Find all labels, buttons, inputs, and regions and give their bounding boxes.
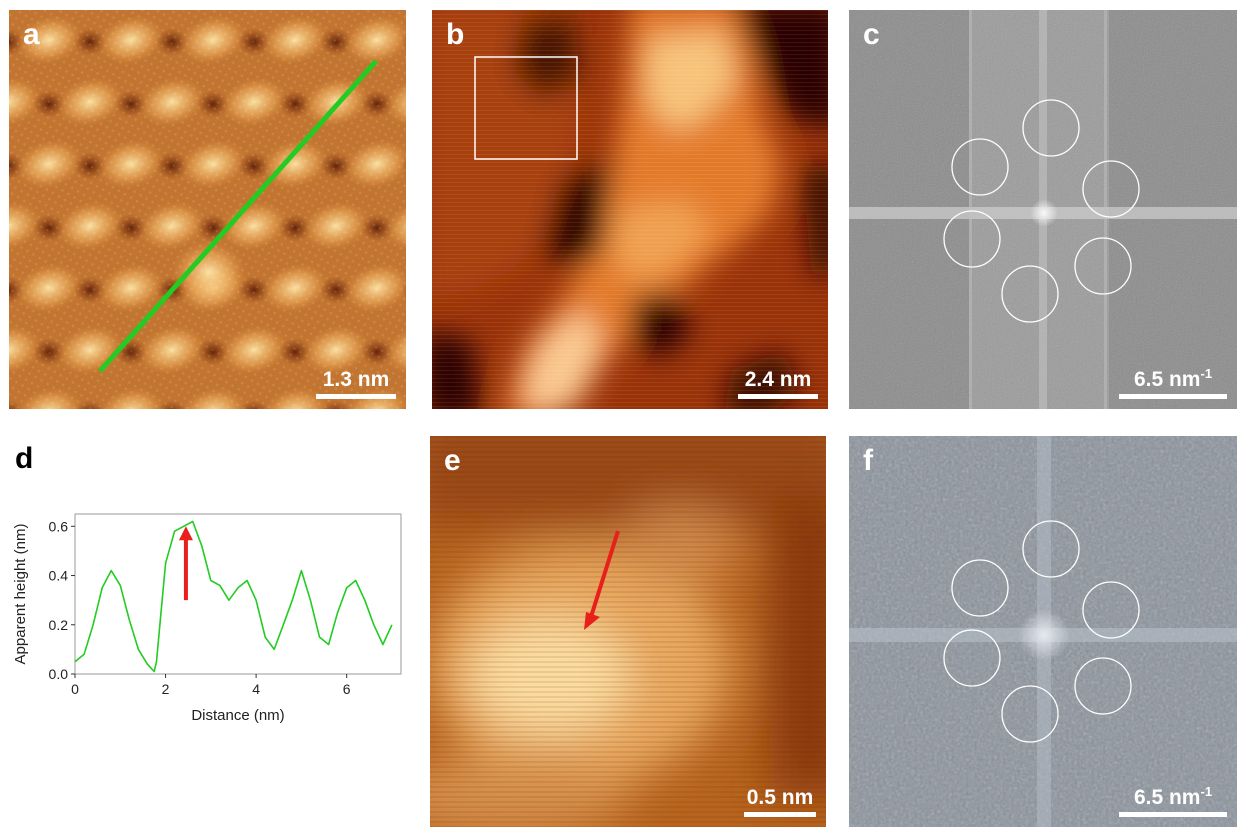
fft-image-c bbox=[849, 10, 1237, 409]
y-tick-label: 0.0 bbox=[49, 666, 69, 682]
scale-bar-line-c bbox=[1119, 394, 1227, 399]
y-tick-label: 0.6 bbox=[49, 518, 69, 534]
plot-frame bbox=[74, 513, 402, 675]
panel-e-stm-image: e 0.5 nm bbox=[430, 436, 826, 827]
panel-b-stm-image: b 2.4 nm bbox=[432, 10, 828, 409]
panel-d-line-profile-chart: d 0 2 4 6 0.0 0.2 0.4 0.6 Distance (nm) Apparent … bbox=[9, 440, 409, 740]
peak-arrow-head bbox=[178, 526, 193, 541]
x-tick-label: 2 bbox=[162, 681, 170, 697]
zoom-region-box bbox=[474, 56, 578, 160]
x-tick-label: 4 bbox=[252, 681, 260, 697]
scale-text-b: 2.4 nm bbox=[744, 368, 812, 391]
panel-label-f: f bbox=[863, 444, 873, 477]
scale-text-e: 0.5 nm bbox=[746, 786, 814, 809]
scale-bar-c: 6.5 nm-1 bbox=[1119, 367, 1227, 399]
arrow-head-e bbox=[584, 612, 600, 630]
line-profile-chart: 0 2 4 6 0.0 0.2 0.4 0.6 Distance (nm) Apparent he… bbox=[12, 513, 402, 724]
y-axis-label: Apparent height (nm) bbox=[12, 524, 29, 665]
panel-label-d: d bbox=[15, 442, 34, 475]
scale-bar-line-e bbox=[744, 812, 816, 817]
scale-bar-e: 0.5 nm bbox=[744, 787, 816, 817]
panel-f-fft-image: f 6.5 nm-1 bbox=[849, 436, 1237, 827]
x-axis-label: Distance (nm) bbox=[191, 707, 284, 724]
x-tick-label: 6 bbox=[343, 681, 351, 697]
y-tick-label: 0.2 bbox=[49, 617, 69, 633]
scale-bar-a: 1.3 nm bbox=[316, 369, 396, 399]
scale-bar-line-a bbox=[316, 394, 396, 399]
stm-image-a bbox=[9, 10, 406, 409]
stm-image-e bbox=[430, 436, 826, 827]
scale-text-c: 6.5 nm-1 bbox=[1133, 366, 1213, 391]
panel-a-stm-image: a 1.3 nm bbox=[9, 10, 406, 409]
panel-c-fft-image: c 6.5 nm-1 bbox=[849, 10, 1237, 409]
x-tick-label: 0 bbox=[71, 681, 79, 697]
profile-series-line bbox=[74, 520, 393, 673]
arrow-shaft-e bbox=[588, 530, 620, 621]
y-tick-label: 0.4 bbox=[49, 568, 69, 584]
scale-bar-line-b bbox=[738, 394, 818, 399]
panel-label-a: a bbox=[23, 18, 40, 51]
fft-spot-circles-f bbox=[943, 520, 1140, 743]
scale-bar-line-f bbox=[1119, 812, 1227, 817]
panel-label-e: e bbox=[444, 444, 461, 477]
fft-image-f bbox=[849, 436, 1237, 827]
scale-text-a: 1.3 nm bbox=[322, 368, 390, 391]
line-profile-path bbox=[98, 59, 378, 373]
panel-label-b: b bbox=[446, 18, 465, 51]
scale-text-f: 6.5 nm-1 bbox=[1133, 784, 1213, 809]
scale-bar-b: 2.4 nm bbox=[738, 369, 818, 399]
stm-image-b bbox=[432, 10, 828, 409]
scale-bar-f: 6.5 nm-1 bbox=[1119, 785, 1227, 817]
fft-spot-circles-c bbox=[943, 99, 1140, 323]
panel-label-c: c bbox=[863, 18, 880, 51]
